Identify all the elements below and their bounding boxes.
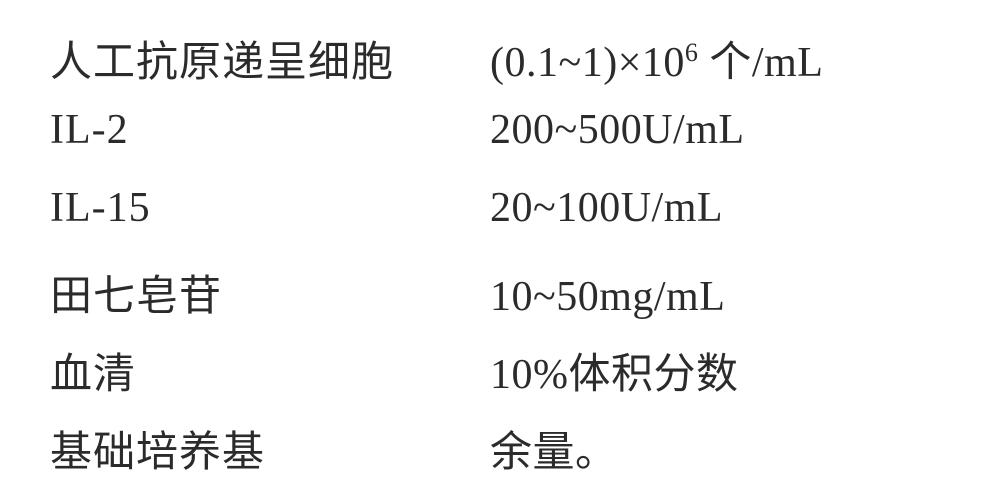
table-row: 田七皂苷 10~50mg/mL [50, 262, 960, 340]
ingredient-amount: 10%体积分数 [490, 340, 739, 401]
ingredient-label: IL-15 [50, 184, 490, 232]
ingredient-label: 人工抗原递呈细胞 [50, 28, 490, 89]
table-row: IL-2 200~500U/mL [50, 106, 960, 184]
composition-list: 人工抗原递呈细胞 (0.1~1)×106 个/mL IL-2 200~500U/… [0, 0, 1000, 501]
ingredient-label: 血清 [50, 340, 490, 401]
table-row: IL-15 20~100U/mL [50, 184, 960, 262]
ingredient-amount: (0.1~1)×106 个/mL [490, 28, 823, 89]
ingredient-amount: 10~50mg/mL [490, 273, 725, 321]
ingredient-amount: 20~100U/mL [490, 184, 723, 232]
table-row: 血清 10%体积分数 [50, 340, 960, 418]
ingredient-amount: 余量。 [490, 418, 618, 479]
ingredient-label: 田七皂苷 [50, 262, 490, 323]
ingredient-label: 基础培养基 [50, 418, 490, 479]
ingredient-label: IL-2 [50, 106, 490, 154]
table-row: 基础培养基 余量。 [50, 418, 960, 496]
table-row: 人工抗原递呈细胞 (0.1~1)×106 个/mL [50, 28, 960, 106]
ingredient-amount: 200~500U/mL [490, 106, 745, 154]
